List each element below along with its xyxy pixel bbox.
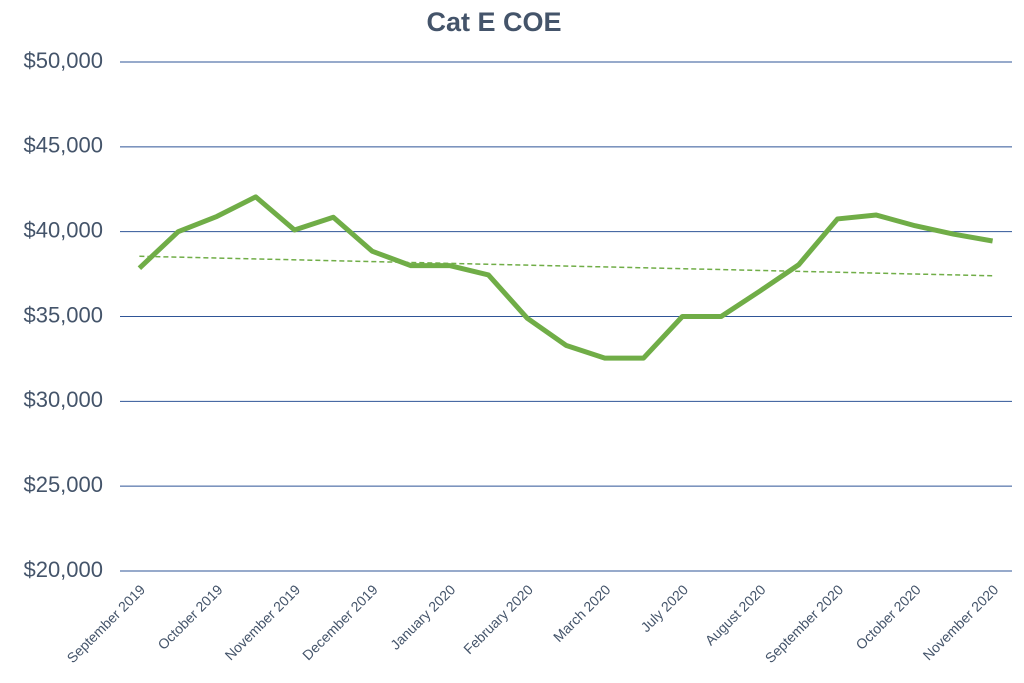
trendline <box>139 255 993 277</box>
x-tick-label: March 2020 <box>550 581 614 645</box>
y-tick-label: $30,000 <box>23 387 103 412</box>
y-tick-label: $20,000 <box>23 557 103 582</box>
x-tick-label: October 2019 <box>154 581 225 652</box>
y-tick-label: $50,000 <box>23 48 103 73</box>
x-tick-label: January 2020 <box>387 581 458 652</box>
x-tick-label: November 2020 <box>920 581 1002 663</box>
y-tick-label: $45,000 <box>23 133 103 158</box>
y-tick-label: $40,000 <box>23 217 103 242</box>
x-tick-label: September 2019 <box>64 581 149 666</box>
x-tick-label: December 2019 <box>299 581 381 663</box>
x-tick-label: November 2019 <box>222 581 304 663</box>
x-tick-label: September 2020 <box>762 581 847 666</box>
line-series <box>137 194 994 361</box>
x-tick-label: February 2020 <box>460 581 536 657</box>
y-tick-label: $35,000 <box>23 302 103 327</box>
x-tick-label: August 2020 <box>702 581 769 648</box>
y-tick-label: $25,000 <box>23 472 103 497</box>
x-tick-label: October 2020 <box>852 581 923 652</box>
chart-title: Cat E COE <box>426 7 561 37</box>
x-tick-label: July 2020 <box>637 581 691 635</box>
